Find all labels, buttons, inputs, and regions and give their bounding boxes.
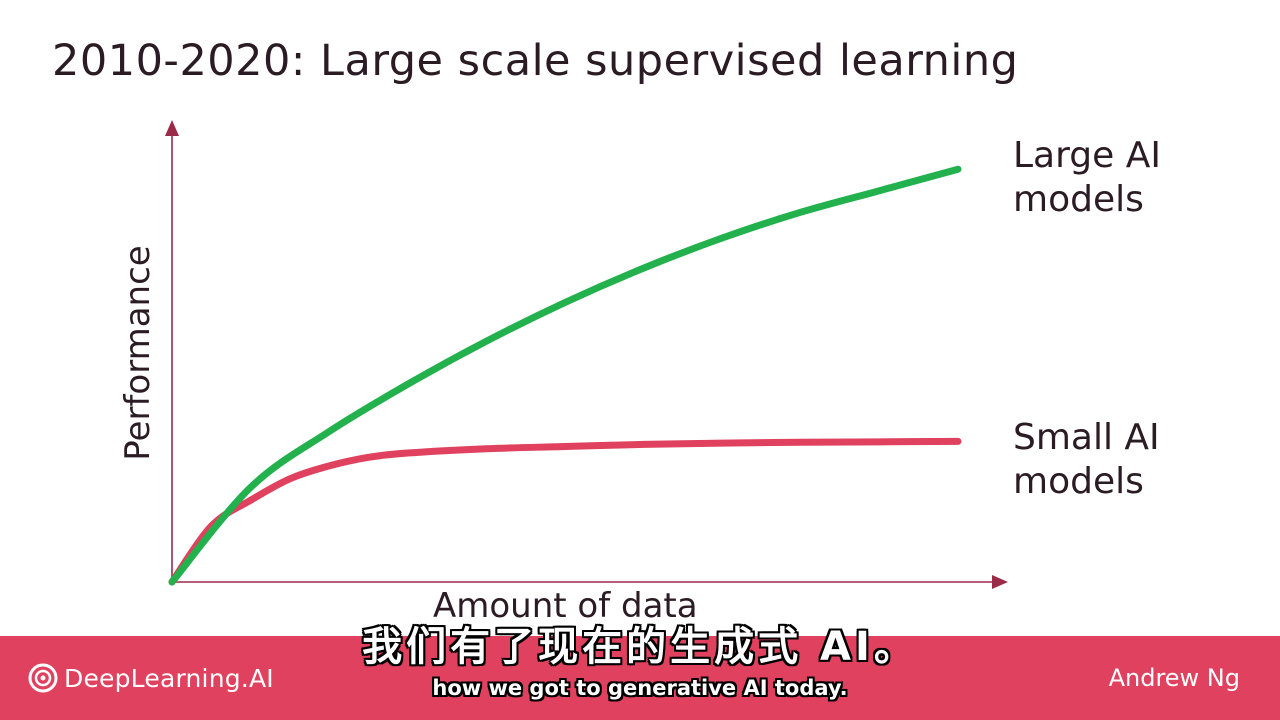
brand: DeepLearning.AI <box>28 662 274 694</box>
y-axis-label: Performance <box>118 245 158 461</box>
legend-large-ai-models: Large AI models <box>1013 135 1161 220</box>
x-axis-arrow <box>992 575 1008 589</box>
x-axis-label: Amount of data <box>433 586 698 626</box>
y-axis-arrow <box>165 120 179 136</box>
brand-name: DeepLearning.AI <box>64 663 274 693</box>
caption-chinese: 我们有了现在的生成式 AI。 <box>362 624 918 670</box>
author-name: Andrew Ng <box>1108 664 1240 692</box>
deeplearning-logo-icon <box>28 663 58 693</box>
chart-series <box>168 165 962 586</box>
footer-bar: DeepLearning.AI Andrew Ng <box>0 636 1280 720</box>
caption-english: how we got to generative AI today. <box>432 676 848 700</box>
legend-small-ai-models: Small AI models <box>1013 417 1160 502</box>
chart-axes <box>165 120 1008 589</box>
slide-title: 2010-2020: Large scale supervised learni… <box>52 36 1019 86</box>
small-ai-models-line <box>168 437 962 586</box>
large-ai-models-line <box>168 165 962 586</box>
